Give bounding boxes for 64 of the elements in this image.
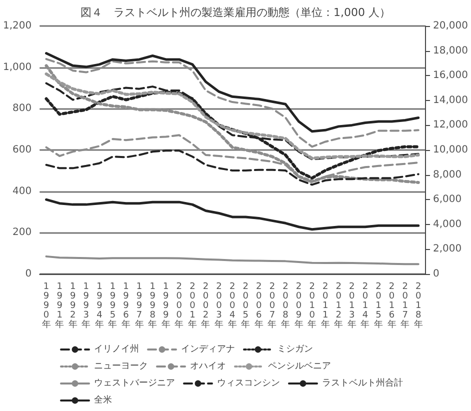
legend-label: オハイオ [190, 362, 226, 372]
x-tick-label: 2015年 [374, 282, 383, 330]
x-tick-label: 2008年 [280, 282, 290, 330]
x-tick-label: 2006年 [254, 282, 264, 330]
line-series [45, 52, 420, 133]
y-tick-label: 400 [12, 186, 32, 197]
y-tick-label: 1,000 [2, 62, 32, 73]
chart-title: 図４ ラストベルト州の製造業雇用の動態（単位：1,000 人） [80, 6, 390, 19]
x-tick-label: 2014年 [360, 282, 370, 330]
legend-label: インディアナ [181, 344, 235, 354]
y2-tick-label: 14,000 [433, 94, 468, 106]
legend-label: ニューヨーク [94, 362, 148, 372]
legend-label: ミシガン [277, 344, 313, 354]
legend-label: イリノイ州 [94, 344, 139, 354]
y2-tick-label: 6,000 [433, 194, 462, 206]
x-tick-label: 2009年 [294, 282, 304, 330]
x-tick-label: 1998年 [148, 282, 158, 330]
x-tick-label: 1991年 [55, 282, 64, 330]
legend-label: ペンシルベニア [268, 362, 331, 372]
y2-tick-label: 20,000 [433, 20, 468, 32]
x-tick-label: 1997年 [134, 282, 144, 330]
x-tick-label: 1992年 [68, 282, 78, 330]
x-tick-label: 2005年 [241, 282, 250, 330]
x-tick-label: 2017年 [400, 282, 410, 330]
y2-tick-label: 10,000 [433, 144, 468, 156]
y2-tick-label: 2,000 [433, 244, 462, 255]
legend-label: 全米 [94, 394, 112, 406]
x-tick-label: 2004年 [228, 282, 237, 330]
x-tick-label: 2002年 [201, 282, 210, 330]
y-tick-label: 0 [25, 268, 32, 280]
x-tick-label: 1995年 [108, 282, 118, 330]
x-tick-label: 1994年 [94, 282, 104, 330]
y-tick-label: 600 [12, 144, 32, 156]
x-tick-label: 2010年 [308, 282, 317, 330]
x-tick-label: 2003年 [214, 282, 224, 330]
y2-tick-label: 8,000 [433, 169, 462, 180]
x-tick-label: 1999年 [161, 282, 170, 330]
y2-tick-label: 18,000 [433, 45, 468, 56]
line-series [45, 255, 420, 266]
line-series [45, 198, 420, 231]
x-tick-label: 2001年 [188, 282, 197, 330]
x-tick-label: 2012年 [334, 282, 344, 330]
x-tick-label: 2013年 [347, 282, 356, 330]
line-series [45, 58, 420, 148]
y-tick-label: 800 [12, 103, 32, 114]
x-tick-label: 2016年 [387, 282, 396, 330]
x-tick-label: 1996年 [122, 282, 131, 330]
y2-tick-label: 0 [433, 268, 440, 280]
line-series [44, 64, 420, 184]
x-tick-label: 1993年 [82, 282, 91, 330]
y-tick-label: 200 [12, 227, 32, 238]
x-tick-label: 1990年 [42, 282, 51, 330]
y2-tick-label: 4,000 [433, 218, 462, 230]
y-tick-label: 1,200 [2, 20, 32, 32]
x-tick-label: 2011年 [320, 282, 330, 330]
x-tick-label: 2018年 [414, 282, 423, 330]
x-tick-label: 2000年 [174, 282, 184, 330]
y2-tick-label: 16,000 [433, 70, 468, 82]
y2-tick-label: 12,000 [433, 120, 468, 131]
line-series [45, 150, 420, 186]
legend-label: ウィスコンシン [217, 378, 280, 388]
x-tick-label: 2007年 [268, 282, 277, 330]
legend-label: ウェストバージニア [94, 378, 175, 388]
legend-label: ラストベルト州合計 [322, 378, 403, 388]
